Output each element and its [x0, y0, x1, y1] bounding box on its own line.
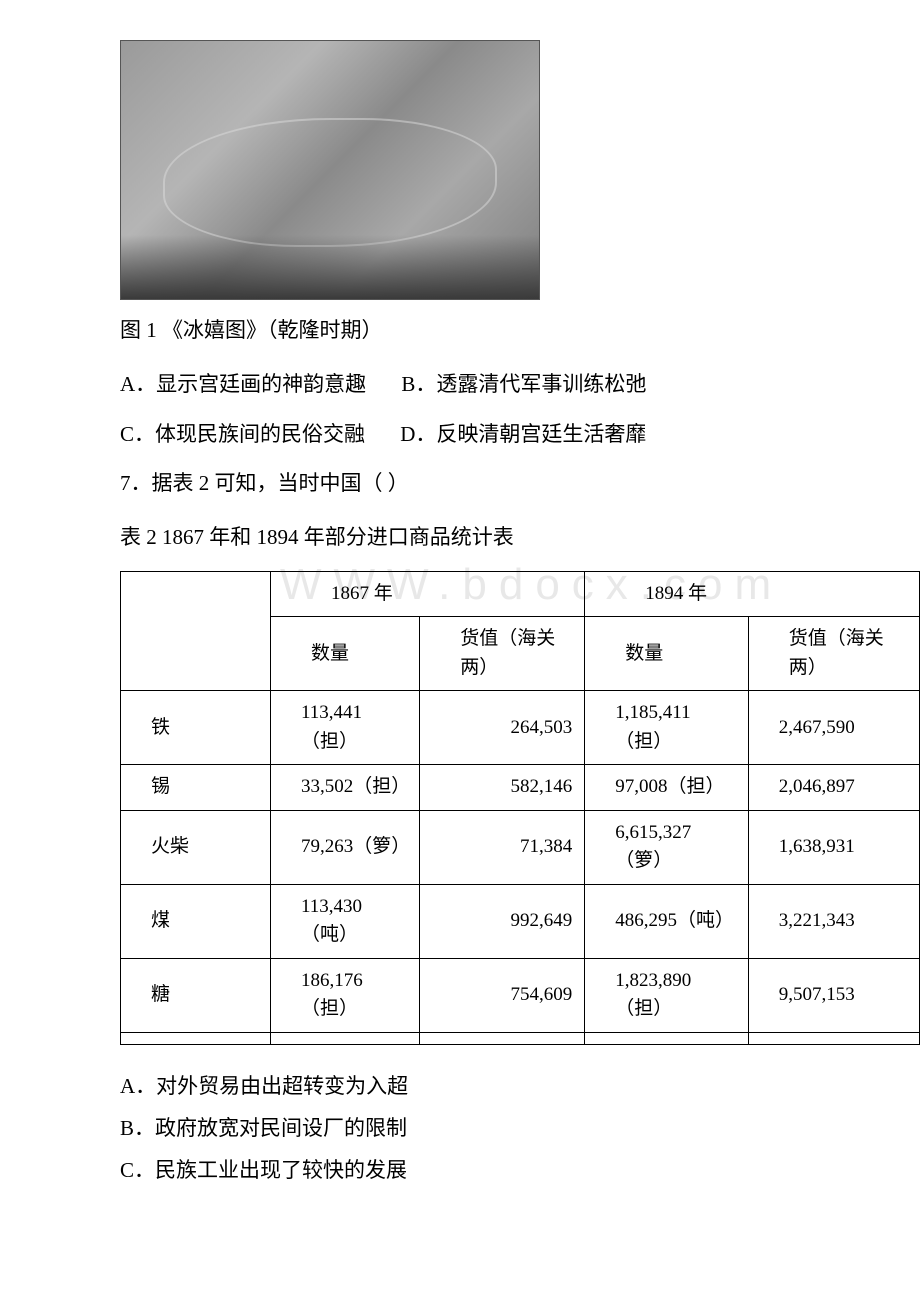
- row-v1: 992,649: [420, 884, 585, 958]
- table-row: 火柴 79,263（箩） 71,384 6,615,327（箩） 1,638,9…: [121, 810, 920, 884]
- q7-table-title: 表 2 1867 年和 1894 年部分进口商品统计表: [120, 519, 860, 557]
- row-q2: 1,185,411（担）: [585, 691, 748, 765]
- q7-option-b: B．政府放宽对民间设厂的限制: [120, 1107, 860, 1149]
- q6-options-row-1: A．显示宫廷画的神韵意趣 B．透露清代军事训练松弛: [120, 366, 860, 404]
- table-header-row-1: 1867 年 1894 年: [121, 571, 920, 617]
- header-val-2: 货值（海关两）: [748, 617, 919, 691]
- row-label: 糖: [121, 958, 271, 1032]
- row-q1: 33,502（担）: [271, 765, 420, 811]
- header-year-1867: 1867 年: [271, 571, 585, 617]
- row-v1: 754,609: [420, 958, 585, 1032]
- figure-image: [120, 40, 540, 300]
- row-q1: 79,263（箩）: [271, 810, 420, 884]
- row-q2: 97,008（担）: [585, 765, 748, 811]
- row-label: 火柴: [121, 810, 271, 884]
- table-row: 铁 113,441（担） 264,503 1,185,411（担） 2,467,…: [121, 691, 920, 765]
- row-v1: 71,384: [420, 810, 585, 884]
- row-label: 铁: [121, 691, 271, 765]
- table-row: 煤 113,430（吨） 992,649 486,295（吨） 3,221,34…: [121, 884, 920, 958]
- row-q1: 186,176（担）: [271, 958, 420, 1032]
- row-v2: 2,046,897: [748, 765, 919, 811]
- q6-option-b: B．透露清代军事训练松弛: [401, 366, 646, 404]
- row-label: 锡: [121, 765, 271, 811]
- q7-stem: 7．据表 2 可知，当时中国（ ）: [120, 465, 860, 503]
- row-q1: 113,430（吨）: [271, 884, 420, 958]
- q7-option-c: C．民族工业出现了较快的发展: [120, 1149, 860, 1191]
- row-q1: 113,441（担）: [271, 691, 420, 765]
- header-val-1: 货值（海关两）: [420, 617, 585, 691]
- row-q2: 1,823,890（担）: [585, 958, 748, 1032]
- row-label: 煤: [121, 884, 271, 958]
- import-goods-table: 1867 年 1894 年 数量 货值（海关两） 数量 货值（海关两） 铁 11…: [120, 571, 920, 1045]
- q6-option-c: C．体现民族间的民俗交融: [120, 416, 365, 454]
- figure-caption: 图 1 《冰嬉图》（乾隆时期）: [120, 312, 860, 350]
- table-row: 锡 33,502（担） 582,146 97,008（担） 2,046,897: [121, 765, 920, 811]
- row-v1: 264,503: [420, 691, 585, 765]
- q6-option-a: A．显示宫廷画的神韵意趣: [120, 366, 366, 404]
- header-qty-2: 数量: [585, 617, 748, 691]
- row-v2: 1,638,931: [748, 810, 919, 884]
- row-v2: 2,467,590: [748, 691, 919, 765]
- header-qty-1: 数量: [271, 617, 420, 691]
- row-q2: 486,295（吨）: [585, 884, 748, 958]
- table-row: 糖 186,176（担） 754,609 1,823,890（担） 9,507,…: [121, 958, 920, 1032]
- row-v2: 3,221,343: [748, 884, 919, 958]
- table-empty-row: [121, 1032, 920, 1044]
- row-q2: 6,615,327（箩）: [585, 810, 748, 884]
- q6-options-row-2: C．体现民族间的民俗交融 D．反映清朝宫廷生活奢靡: [120, 416, 860, 454]
- q7-option-a: A．对外贸易由出超转变为入超: [120, 1065, 860, 1107]
- header-year-1894: 1894 年: [585, 571, 920, 617]
- q6-option-d: D．反映清朝宫廷生活奢靡: [400, 416, 646, 454]
- header-empty: [121, 571, 271, 691]
- row-v2: 9,507,153: [748, 958, 919, 1032]
- row-v1: 582,146: [420, 765, 585, 811]
